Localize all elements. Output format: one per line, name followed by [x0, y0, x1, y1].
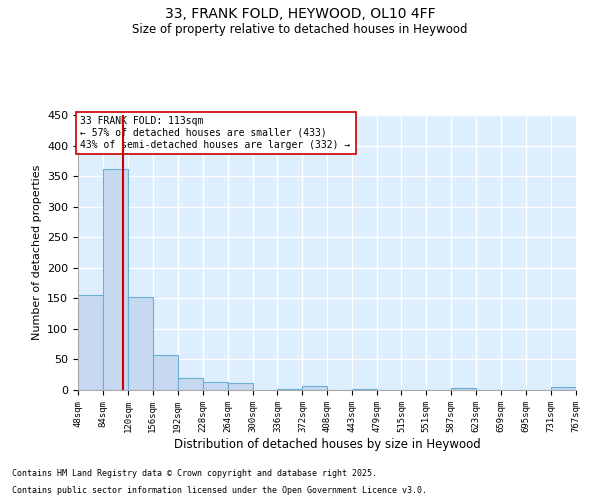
Text: Contains public sector information licensed under the Open Government Licence v3: Contains public sector information licen… — [12, 486, 427, 495]
Bar — [302, 386, 328, 390]
Bar — [128, 296, 153, 390]
Bar — [451, 388, 476, 390]
Bar — [227, 382, 253, 390]
Text: Contains HM Land Registry data © Crown copyright and database right 2025.: Contains HM Land Registry data © Crown c… — [12, 468, 377, 477]
Bar — [78, 296, 103, 390]
Bar — [103, 169, 128, 390]
X-axis label: Distribution of detached houses by size in Heywood: Distribution of detached houses by size … — [173, 438, 481, 450]
Text: Size of property relative to detached houses in Heywood: Size of property relative to detached ho… — [132, 22, 468, 36]
Bar — [551, 387, 576, 390]
Bar — [203, 382, 227, 390]
Bar — [178, 378, 203, 390]
Bar — [153, 355, 178, 390]
Text: 33 FRANK FOLD: 113sqm
← 57% of detached houses are smaller (433)
43% of semi-det: 33 FRANK FOLD: 113sqm ← 57% of detached … — [80, 116, 351, 150]
Y-axis label: Number of detached properties: Number of detached properties — [32, 165, 41, 340]
Text: 33, FRANK FOLD, HEYWOOD, OL10 4FF: 33, FRANK FOLD, HEYWOOD, OL10 4FF — [164, 8, 436, 22]
